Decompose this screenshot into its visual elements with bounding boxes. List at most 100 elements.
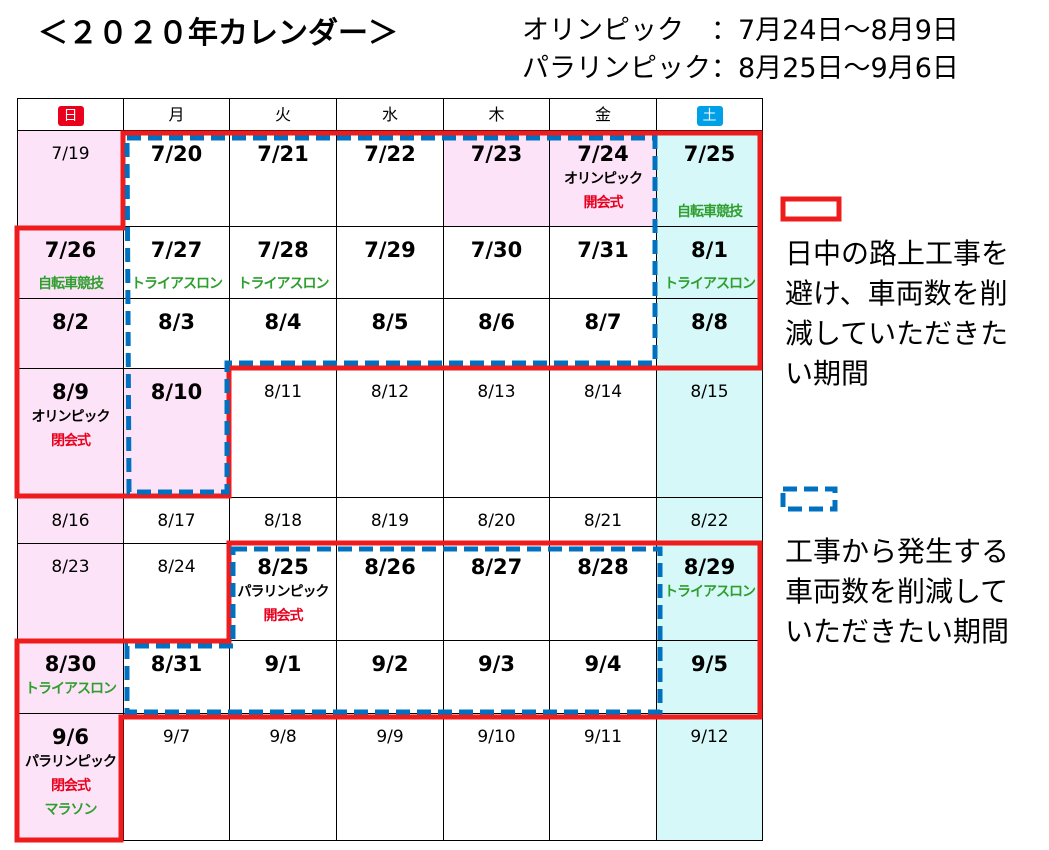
day-cell: 8/25 パラリンピック 開会式 xyxy=(230,544,337,641)
legend-text: 工事から発生する xyxy=(785,535,1010,568)
date: 8/9 xyxy=(52,380,89,404)
day-cell: 8/11 xyxy=(230,369,337,498)
date: 9/10 xyxy=(477,727,516,747)
weekday-cell: 月 xyxy=(124,99,230,131)
day-cell: 8/14 xyxy=(550,369,657,498)
day-cell: 9/8 xyxy=(230,714,337,841)
day-cell: 9/5 xyxy=(657,641,763,714)
date: 7/30 xyxy=(470,238,523,262)
day-cell: 8/7 xyxy=(550,299,657,369)
legend-text: 日中の路上工事を xyxy=(785,237,1010,270)
date: 8/27 xyxy=(470,555,523,579)
events: オリンピック 開会式 xyxy=(550,167,656,215)
day-cell: 8/23 xyxy=(18,544,124,641)
day-cell: 7/29 xyxy=(337,227,444,299)
day-cell: 8/18 xyxy=(230,498,337,544)
weekday-cell: 火 xyxy=(230,99,337,131)
date: 7/31 xyxy=(577,238,629,262)
date: 8/5 xyxy=(371,310,409,334)
date: 8/12 xyxy=(370,382,410,402)
events: トライアスロン xyxy=(230,272,336,296)
date: 7/20 xyxy=(150,142,203,166)
day-cell: 9/1 xyxy=(230,641,337,714)
day-cell: 8/15 xyxy=(657,369,763,498)
title: ＜２０２０年カレンダー＞ xyxy=(38,16,398,51)
date: 9/7 xyxy=(162,727,191,747)
calendar: 日月火水木金土 7/19 7/20 7/21 7/22 7/23 7/24 オリンピック 開会式… xyxy=(17,98,763,841)
date: 8/14 xyxy=(583,382,623,402)
date: 7/22 xyxy=(364,142,416,166)
day-cell: 8/27 xyxy=(444,544,550,641)
date: 8/19 xyxy=(370,511,410,531)
day-cell: 9/4 xyxy=(550,641,657,714)
legend-text: いただきたい期間 xyxy=(785,615,1010,648)
day-cell: 8/26 xyxy=(337,544,444,641)
date: 9/6 xyxy=(52,725,89,749)
weekday: 月 xyxy=(168,105,185,124)
day-cell: 7/24 オリンピック 開会式 xyxy=(550,131,657,227)
date: 8/17 xyxy=(157,511,196,531)
date: 8/15 xyxy=(690,382,729,402)
day-cell: 7/27 トライアスロン xyxy=(124,227,230,299)
event: オリンピック xyxy=(31,409,111,425)
date: 8/29 xyxy=(683,555,736,579)
weekday-cell: 金 xyxy=(550,99,657,131)
day-cell: 8/4 xyxy=(230,299,337,369)
date: 8/23 xyxy=(51,557,90,577)
event: トライアスロン xyxy=(664,584,756,600)
date: 9/9 xyxy=(376,727,404,747)
event: パラリンピック xyxy=(25,754,117,770)
date: 7/27 xyxy=(150,238,203,262)
date: 8/26 xyxy=(364,555,416,579)
date: 8/31 xyxy=(150,652,203,676)
event: 開会式 xyxy=(263,608,304,624)
day-cell: 7/21 xyxy=(230,131,337,227)
day-cell: 8/9 オリンピック 閉会式 xyxy=(18,369,124,498)
date: 8/13 xyxy=(477,382,516,402)
day-cell: 9/12 xyxy=(657,714,763,841)
date: 7/29 xyxy=(364,238,416,262)
day-cell: 9/11 xyxy=(550,714,657,841)
date: 7/23 xyxy=(470,142,523,166)
date: 8/30 xyxy=(44,652,97,676)
weekday-badge: 日 xyxy=(57,106,84,126)
day-cell: 7/31 xyxy=(550,227,657,299)
events: トライアスロン xyxy=(18,677,123,701)
events: 自転車競技 xyxy=(657,200,762,224)
event: 閉会式 xyxy=(51,433,91,449)
day-cell: 9/6 パラリンピック 閉会式 マラソン xyxy=(18,714,124,841)
day-cell: 7/28 トライアスロン xyxy=(230,227,337,299)
event: トライアスロン xyxy=(131,276,223,292)
date: 8/7 xyxy=(584,310,622,334)
date: 7/25 xyxy=(683,142,736,166)
day-cell: 8/31 xyxy=(124,641,230,714)
day-cell: 8/6 xyxy=(444,299,550,369)
day-cell: 8/17 xyxy=(124,498,230,544)
date: 9/8 xyxy=(269,727,297,747)
day-cell: 9/10 xyxy=(444,714,550,841)
date: 7/26 xyxy=(44,238,97,262)
date: 8/6 xyxy=(478,310,515,334)
weekday: 水 xyxy=(381,105,398,124)
day-cell: 7/25 自転車競技 xyxy=(657,131,763,227)
date: 8/18 xyxy=(263,511,303,531)
day-cell: 8/8 xyxy=(657,299,763,369)
day-cell: 7/23 xyxy=(444,131,550,227)
day-cell: 8/20 xyxy=(444,498,550,544)
weekday-cell: 水 xyxy=(337,99,444,131)
date: 8/10 xyxy=(150,380,203,404)
event: 開会式 xyxy=(583,195,624,211)
day-cell: 8/24 xyxy=(124,544,230,641)
date: 8/1 xyxy=(691,238,728,262)
day-cell: 8/28 xyxy=(550,544,657,641)
date: 7/19 xyxy=(51,144,90,164)
day-cell: 8/12 xyxy=(337,369,444,498)
day-cell: 9/9 xyxy=(337,714,444,841)
day-cell: 8/2 xyxy=(18,299,124,369)
date: 9/11 xyxy=(583,727,623,747)
legend-red xyxy=(780,196,842,222)
event: パラリンピック xyxy=(237,584,330,600)
day-cell: 9/3 xyxy=(444,641,550,714)
event: 閉会式 xyxy=(51,778,91,794)
weekday-cell: 木 xyxy=(444,99,550,131)
